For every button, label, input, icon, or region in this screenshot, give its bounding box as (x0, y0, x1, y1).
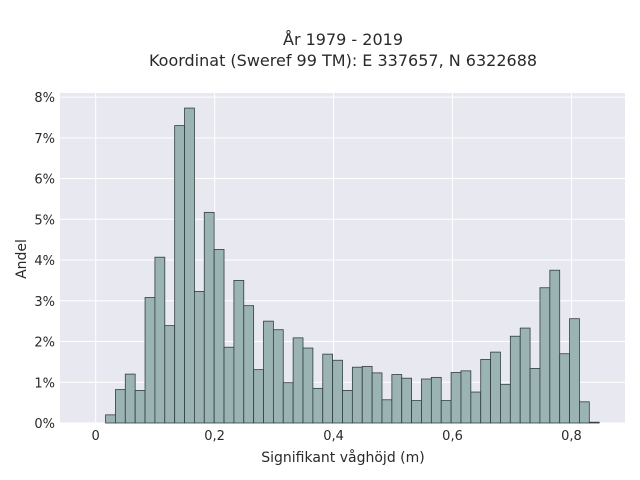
histogram-bar-4 (144, 297, 156, 424)
histogram-bar-25 (351, 366, 363, 424)
histogram-bar-48 (579, 401, 590, 424)
y-tick-label-8: 8% (34, 91, 55, 106)
histogram-bar-41 (509, 335, 521, 424)
histogram-bar-47 (569, 318, 580, 424)
histogram-bar-42 (519, 327, 531, 424)
histogram-bar-13 (233, 280, 245, 424)
histogram-bar-23 (332, 359, 343, 424)
histogram-bar-5 (154, 256, 166, 424)
histogram-bar-2 (124, 373, 136, 424)
histogram-bar-27 (371, 372, 383, 424)
x-tick-labels: 0 0,2 0,4 0,6 0,8 (92, 429, 582, 444)
histogram-bar-24 (342, 390, 353, 424)
histogram-bar-21 (312, 387, 324, 424)
histogram-bar-44 (539, 287, 551, 424)
y-tick-label-5: 5% (34, 213, 55, 228)
histogram-bar-33 (430, 376, 442, 424)
histogram-bar-9 (194, 291, 205, 424)
histogram-bar-7 (174, 125, 185, 424)
x-axis-label: Signifikant våghöjd (m) (261, 449, 424, 466)
x-tick-label-4: 0,8 (561, 429, 582, 444)
histogram-bar-15 (253, 369, 264, 424)
histogram-bar-35 (450, 372, 462, 424)
histogram-bar-32 (421, 378, 432, 424)
histogram-bar-3 (134, 390, 146, 424)
y-tick-label-0: 0% (34, 417, 55, 432)
histogram-bar-1 (115, 389, 126, 424)
histogram-bar-8 (184, 107, 195, 424)
histogram-bar-11 (213, 249, 225, 424)
y-tick-label-4: 4% (34, 254, 55, 269)
histogram-bar-10 (203, 211, 215, 424)
y-tick-label-7: 7% (34, 132, 55, 147)
y-tick-labels: 0% 1% 2% 3% 4% 5% 6% 7% 8% (34, 91, 55, 432)
histogram-bar-46 (559, 353, 570, 424)
histogram-bar-18 (282, 382, 294, 424)
y-tick-label-2: 2% (34, 336, 55, 351)
y-tick-label-3: 3% (34, 295, 55, 310)
histogram-bar-16 (263, 320, 274, 424)
x-tick-label-0: 0 (92, 429, 100, 444)
histogram-bar-17 (272, 329, 284, 424)
x-tick-label-3: 0,6 (442, 429, 463, 444)
histogram-bar-6 (164, 325, 176, 424)
histogram-bar-20 (302, 347, 314, 424)
x-tick-label-1: 0,2 (204, 429, 225, 444)
histogram-bar-36 (460, 370, 472, 424)
histogram-bar-45 (549, 269, 561, 424)
y-tick-label-6: 6% (34, 173, 55, 188)
histogram-bar-49 (588, 421, 600, 424)
histogram-bars (105, 107, 600, 424)
y-tick-label-1: 1% (34, 376, 55, 391)
y-axis-label: Andel (14, 239, 30, 279)
histogram-bar-43 (529, 368, 541, 424)
histogram-bar-37 (470, 391, 482, 424)
chart-title-line-1: År 1979 - 2019 (283, 30, 403, 49)
x-tick-label-2: 0,4 (323, 429, 344, 444)
histogram-bar-29 (391, 374, 403, 424)
histogram-bar-0 (105, 414, 116, 424)
histogram-bar-28 (381, 399, 393, 424)
histogram-bar-22 (322, 353, 334, 424)
chart-title-line-2: Koordinat (Sweref 99 TM): E 337657, N 63… (149, 51, 537, 70)
histogram-bar-26 (361, 365, 373, 424)
histogram-bar-31 (411, 400, 422, 424)
histogram-bar-34 (440, 400, 452, 424)
histogram-bar-14 (243, 305, 255, 424)
histogram-bar-39 (490, 351, 501, 424)
histogram-bar-30 (401, 377, 413, 424)
histogram-bar-40 (500, 383, 511, 424)
histogram-bar-12 (223, 346, 235, 424)
histogram-bar-38 (480, 359, 491, 424)
histogram-bar-19 (292, 337, 304, 424)
